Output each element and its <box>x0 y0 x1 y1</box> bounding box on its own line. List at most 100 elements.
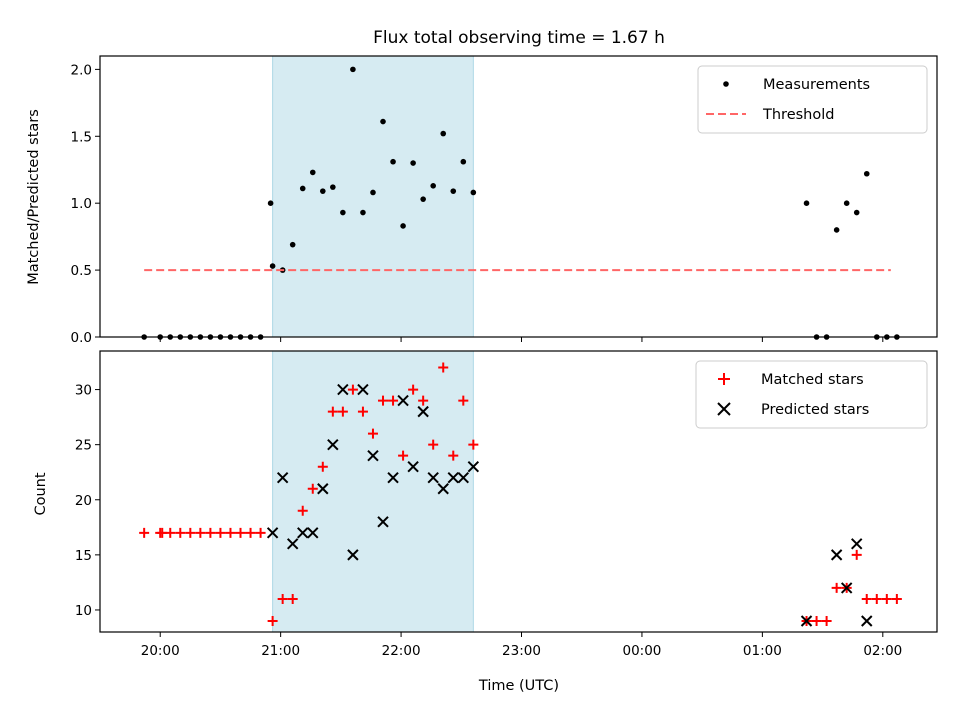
plot-frame <box>99 55 938 338</box>
data-point <box>438 362 449 373</box>
y-tick-label: 0.0 <box>71 330 92 346</box>
x-tick-label: 20:00 <box>141 643 180 659</box>
data-point <box>287 593 298 604</box>
data-point <box>195 527 206 538</box>
data-point <box>831 582 842 593</box>
data-point <box>447 472 459 484</box>
data-point <box>460 158 467 165</box>
y-axis-label-bottom: Count <box>33 472 49 515</box>
data-point <box>347 384 358 395</box>
data-point <box>457 472 470 484</box>
y-tick-label: 25 <box>75 438 92 454</box>
data-point <box>357 406 368 417</box>
panel-count: 10 15 20 25 30 20:00 21:00 22:00 23:00 00:00 01:00… <box>75 350 938 659</box>
data-point <box>360 209 366 216</box>
legend-label: Measurements <box>763 77 870 93</box>
data-point <box>299 185 306 192</box>
data-point <box>470 189 477 196</box>
data-point <box>861 615 873 627</box>
data-point <box>367 449 379 462</box>
data-point <box>139 527 150 538</box>
data-point <box>337 383 349 396</box>
data-point <box>319 188 326 194</box>
data-point <box>388 395 399 406</box>
legend-box <box>697 65 928 134</box>
data-point <box>840 582 853 594</box>
data-point <box>337 406 348 417</box>
legend: Measurements Threshold <box>697 65 928 134</box>
x-tick-label: 23:00 <box>502 643 541 659</box>
data-point <box>450 188 457 194</box>
legend-marker <box>717 402 731 416</box>
data-point <box>803 200 810 206</box>
legend-label: Threshold <box>762 107 834 123</box>
data-point <box>428 439 439 450</box>
y-tick-label: 10 <box>75 603 92 619</box>
data-point <box>811 615 822 626</box>
legend-box <box>695 360 928 429</box>
data-point <box>267 200 274 206</box>
data-point <box>851 538 863 550</box>
data-point <box>297 505 308 516</box>
data-point <box>417 405 429 418</box>
data-point <box>317 483 329 495</box>
legend-label: Matched stars <box>761 372 864 388</box>
data-point <box>430 182 436 189</box>
data-point <box>266 527 279 539</box>
data-point <box>377 516 389 528</box>
y-tick-label: 30 <box>75 383 92 399</box>
data-point <box>427 472 439 484</box>
data-point <box>307 527 319 539</box>
data-point <box>175 527 186 538</box>
data-point <box>205 527 216 538</box>
x-tick-label: 02:00 <box>863 643 902 659</box>
y-tick-label: 0.5 <box>71 263 92 279</box>
data-point <box>235 527 246 538</box>
panel-ratio: 0.0 0.5 1.0 1.5 2.0 Measurements Threshold <box>71 55 938 346</box>
data-point <box>468 439 479 450</box>
data-point <box>225 527 236 538</box>
legend-marker <box>723 81 729 87</box>
legend: Matched stars Predicted stars <box>695 360 928 429</box>
data-point <box>891 593 902 604</box>
y-axis-label-top: Matched/Predicted stars <box>26 109 42 285</box>
x-tick-label: 22:00 <box>382 643 421 659</box>
data-point <box>448 450 459 461</box>
data-point <box>410 160 416 166</box>
data-point <box>277 593 288 604</box>
legend-marker <box>718 373 730 385</box>
data-point <box>851 549 862 560</box>
data-point <box>871 593 882 604</box>
data-point <box>378 395 389 406</box>
data-point <box>215 527 226 538</box>
data-point <box>269 263 276 269</box>
data-point <box>370 189 376 196</box>
data-point <box>390 158 396 165</box>
series-predicted-stars <box>266 383 873 627</box>
data-point <box>309 169 316 176</box>
data-point <box>821 615 832 626</box>
x-tick-label: 00:00 <box>622 643 661 659</box>
y-tick-label: 20 <box>75 493 92 509</box>
legend-label: Predicted stars <box>761 402 869 418</box>
data-point <box>881 593 892 604</box>
data-point <box>165 527 176 538</box>
data-point <box>437 483 449 495</box>
data-point <box>458 395 469 406</box>
plot-frame <box>99 350 938 633</box>
data-point <box>833 227 840 233</box>
x-axis-label: Time (UTC) <box>478 678 559 694</box>
data-point <box>398 450 409 461</box>
x-tick-label: 01:00 <box>743 643 782 659</box>
data-point <box>357 383 369 396</box>
data-point <box>327 406 338 417</box>
data-point <box>307 483 318 494</box>
observing-span <box>272 350 474 633</box>
data-point <box>330 184 336 190</box>
data-point <box>255 527 266 538</box>
data-point <box>861 593 872 604</box>
data-point <box>408 384 419 395</box>
plot-layer: 0.0 0.5 1.0 1.5 2.0 Measurements Threshold 10 15… <box>71 55 938 659</box>
observing-span <box>272 55 474 338</box>
